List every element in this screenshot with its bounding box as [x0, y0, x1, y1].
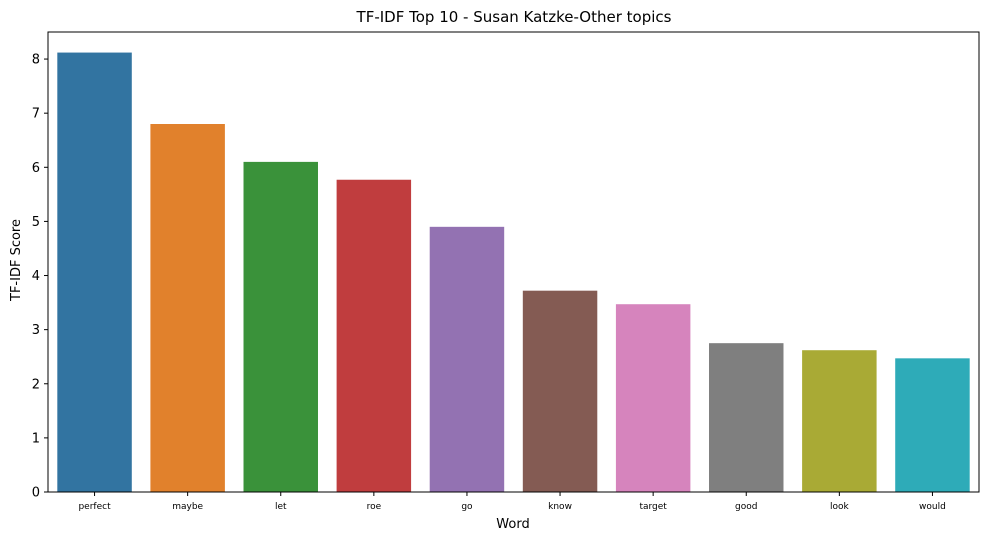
y-tick-label: 8 — [32, 53, 40, 68]
y-tick-label: 6 — [32, 161, 40, 176]
x-tick-label: would — [919, 502, 946, 512]
x-tick-label: good — [735, 502, 757, 512]
y-tick-label: 3 — [32, 323, 40, 338]
bar-would — [895, 358, 970, 492]
plot-frame — [47, 31, 980, 493]
x-tick-label: maybe — [172, 502, 203, 512]
x-tick-label: go — [461, 502, 473, 512]
y-axis: 0 1 2 3 4 5 6 7 8 — [32, 53, 48, 501]
x-axis-label: Word — [496, 517, 529, 532]
y-tick-label: 2 — [32, 377, 40, 392]
bars-group — [57, 52, 970, 493]
x-axis: perfect maybe let roe go know target good look wo… — [78, 492, 946, 512]
bar-know — [522, 290, 598, 492]
bar-perfect — [57, 52, 132, 493]
y-tick-label: 1 — [32, 431, 40, 446]
bar-maybe — [150, 124, 225, 492]
bar-go — [429, 226, 505, 492]
chart-title: TF-IDF Top 10 - Susan Katzke-Other topic… — [356, 8, 672, 26]
bar-target — [615, 304, 691, 492]
bar-let — [243, 161, 318, 492]
y-tick-label: 4 — [32, 269, 40, 284]
bar-roe — [336, 179, 412, 492]
y-tick-label: 5 — [32, 215, 40, 230]
x-tick-label: let — [275, 502, 287, 512]
x-tick-label: perfect — [78, 502, 111, 512]
x-tick-label: look — [830, 502, 850, 512]
x-tick-label: roe — [367, 502, 382, 512]
bar-look — [802, 350, 877, 492]
bar-good — [709, 343, 784, 492]
x-tick-label: know — [548, 502, 572, 512]
x-tick-label: target — [639, 502, 667, 512]
y-tick-label: 0 — [32, 486, 40, 501]
y-tick-label: 7 — [32, 107, 40, 122]
y-axis-label: TF-IDF Score — [9, 219, 24, 302]
